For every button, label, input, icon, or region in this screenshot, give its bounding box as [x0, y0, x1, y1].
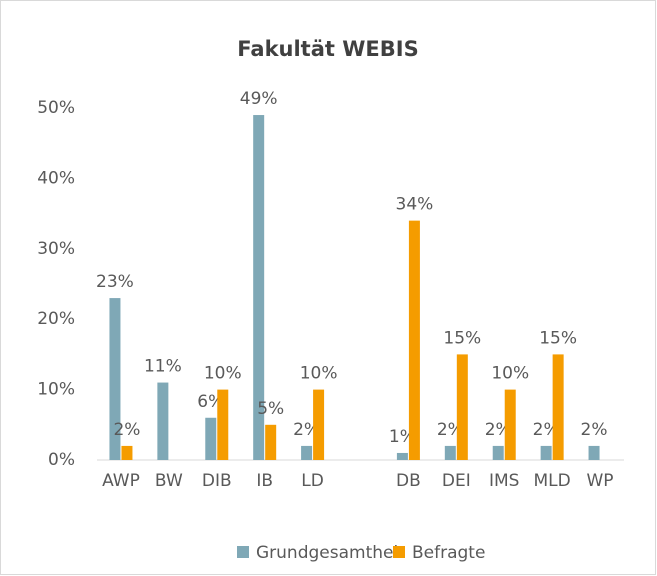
data-label: 15%: [539, 328, 577, 348]
x-tick-label: BW: [155, 471, 183, 491]
x-tick-label: DB: [396, 471, 421, 491]
bar: [456, 354, 468, 460]
bar: [109, 298, 121, 460]
bar: [552, 354, 564, 460]
bar: [157, 382, 169, 460]
x-tick-label: DEI: [442, 471, 471, 491]
bar: [313, 389, 325, 460]
y-tick-label: 20%: [37, 309, 75, 329]
x-tick-label: IMS: [489, 471, 519, 491]
data-label: 10%: [300, 364, 338, 384]
y-tick-label: 30%: [37, 239, 75, 259]
y-tick-label: 0%: [48, 450, 75, 470]
bar: [492, 445, 504, 460]
legend-label: Grundgesamtheit: [256, 543, 405, 563]
x-tick-label: MLD: [534, 471, 571, 491]
bar: [588, 445, 600, 460]
data-label: 5%: [257, 399, 284, 419]
bar: [444, 445, 456, 460]
bar: [408, 220, 420, 460]
data-label: 15%: [443, 328, 481, 348]
data-label: 10%: [204, 364, 242, 384]
legend-swatch: [237, 546, 249, 558]
y-tick-label: 50%: [37, 98, 75, 118]
data-label: 23%: [96, 272, 134, 292]
data-label: 10%: [491, 364, 529, 384]
data-label: 2%: [113, 420, 140, 440]
data-label: 34%: [396, 195, 434, 215]
bar: [253, 115, 265, 460]
data-label: 11%: [144, 357, 182, 377]
bar: [205, 417, 217, 460]
x-tick-label: WP: [587, 471, 614, 491]
data-label: 49%: [240, 89, 278, 109]
chart-title: Fakultät WEBIS: [237, 37, 418, 61]
x-tick-label: DIB: [202, 471, 232, 491]
legend-label: Befragte: [412, 543, 485, 563]
y-tick-label: 40%: [37, 168, 75, 188]
x-tick-label: LD: [301, 471, 324, 491]
data-label: 2%: [581, 420, 608, 440]
bar: [301, 445, 313, 460]
y-tick-label: 10%: [37, 380, 75, 400]
bar: [265, 424, 277, 460]
bar: [540, 445, 552, 460]
bar: [504, 389, 516, 460]
x-tick-label: IB: [256, 471, 273, 491]
bar: [396, 452, 408, 460]
legend-swatch: [393, 546, 405, 558]
x-tick-label: AWP: [102, 471, 140, 491]
bar: [121, 445, 133, 460]
bar: [217, 389, 229, 460]
